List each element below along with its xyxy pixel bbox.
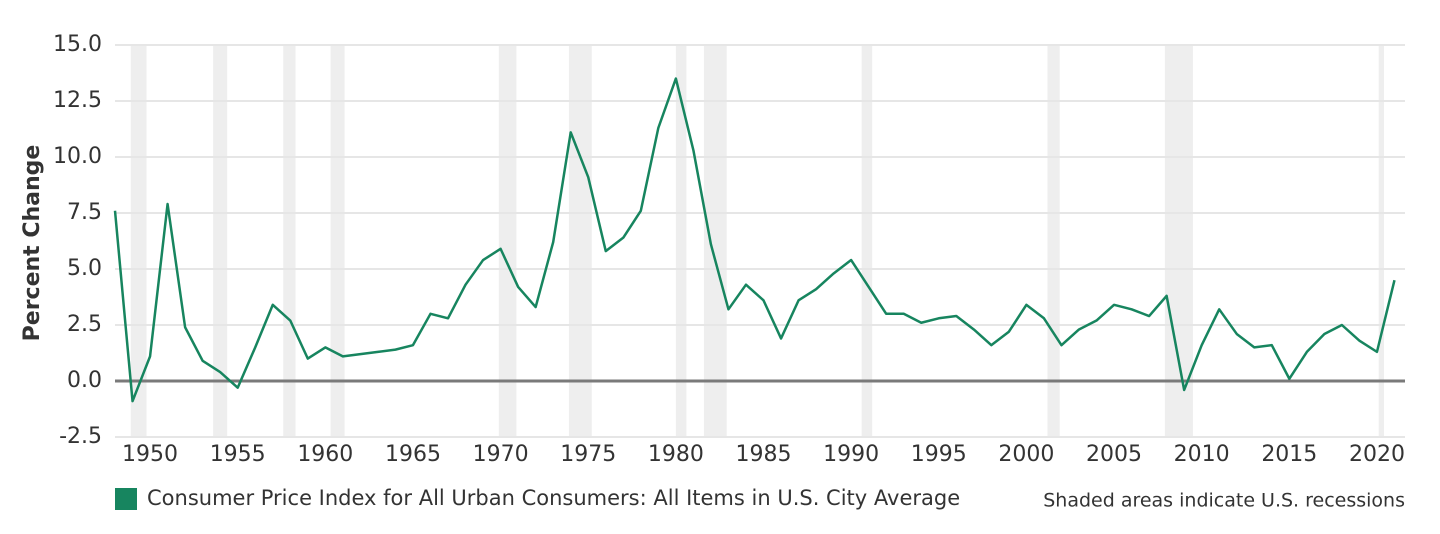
y-tick-label: 15.0 [53,32,102,57]
recession-band [130,45,147,437]
recession-band [498,45,517,437]
x-tick-label: 2000 [998,442,1054,467]
y-tick-label: 10.0 [53,144,102,169]
recession-band [283,45,296,437]
y-tick-label: 5.0 [67,256,102,281]
x-tick-label: 1980 [648,442,704,467]
recession-band [675,45,687,437]
recession-band [861,45,873,437]
recession-band [568,45,592,437]
x-tick-label: 1985 [736,442,792,467]
recession-band [213,45,228,437]
legend-swatch [115,488,137,510]
y-tick-label: 2.5 [67,312,102,337]
recession-note: Shaded areas indicate U.S. recessions [1043,490,1405,512]
y-axis-title: Percent Change [20,145,45,342]
legend-label: Consumer Price Index for All Urban Consu… [147,486,960,510]
recession-band [703,45,727,437]
y-tick-label: -2.5 [59,424,102,449]
x-tick-label: 2010 [1174,442,1230,467]
y-tick-label: 0.0 [67,368,102,393]
x-tick-label: 2020 [1349,442,1405,467]
x-tick-label: 1955 [210,442,266,467]
x-tick-label: 1970 [473,442,529,467]
recession-band [1378,45,1384,437]
x-tick-label: 2015 [1261,442,1317,467]
recession-band [1164,45,1193,437]
x-tick-label: 1950 [122,442,178,467]
x-tick-label: 1990 [823,442,879,467]
x-tick-label: 2005 [1086,442,1142,467]
x-tick-label: 1960 [297,442,353,467]
x-tick-label: 1965 [385,442,441,467]
series-line [113,77,1396,403]
x-tick-label: 1975 [560,442,616,467]
recession-band [1047,45,1060,437]
y-tick-label: 7.5 [67,200,102,225]
y-tick-label: 12.5 [53,88,102,113]
recession-band [330,45,345,437]
x-tick-label: 1995 [911,442,967,467]
